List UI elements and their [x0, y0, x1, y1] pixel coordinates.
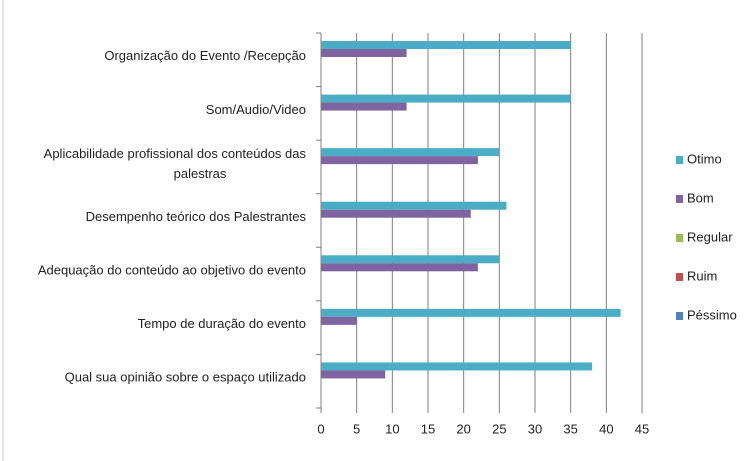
legend-label: Péssimo	[687, 307, 737, 322]
x-tick-label: 20	[456, 421, 470, 436]
x-tick-label: 30	[528, 421, 542, 436]
legend-label: Bom	[687, 190, 714, 205]
bar	[321, 94, 571, 103]
x-tick-label: 15	[421, 421, 435, 436]
y-tick-label: Adequação do conteúdo ao objetivo do eve…	[38, 263, 306, 278]
legend-label: Ruim	[687, 268, 717, 283]
bar	[321, 201, 507, 210]
bar	[321, 49, 407, 57]
bar	[321, 308, 621, 317]
y-tick-label: Desempenho teórico dos Palestrantes	[86, 209, 307, 224]
bar	[321, 156, 478, 165]
legend-label: Otimo	[687, 151, 722, 166]
bar	[321, 148, 500, 157]
legend-swatch	[676, 234, 683, 242]
bar	[321, 362, 593, 371]
legend-label: Regular	[687, 229, 733, 244]
legend-swatch	[676, 273, 683, 281]
x-tick-label: 25	[492, 421, 506, 436]
y-tick-label: Som/Audio/Video	[206, 102, 306, 117]
y-tick-label: Organização do Evento /Recepção	[104, 48, 306, 63]
x-tick-label: 5	[353, 421, 360, 436]
x-tick-label: 0	[317, 421, 324, 436]
y-tick-label: Aplicabilidade profissional dos conteúdo…	[44, 146, 307, 181]
x-tick-label: 10	[385, 421, 399, 436]
label-line: palestras	[174, 166, 227, 181]
bar	[321, 263, 478, 272]
legend-swatch	[676, 195, 683, 203]
legend-swatch	[676, 156, 683, 164]
bar	[321, 316, 357, 325]
x-tick-label: 35	[563, 421, 577, 436]
bar	[321, 102, 407, 111]
label-line: Aplicabilidade profissional dos conteúdo…	[44, 146, 307, 161]
legend-swatch	[676, 312, 683, 320]
bar	[321, 209, 471, 218]
bar	[321, 41, 571, 49]
y-tick-label: Qual sua opinião sobre o espaço utilizad…	[65, 370, 306, 385]
bar	[321, 255, 500, 264]
y-tick-label: Tempo de duração do evento	[138, 316, 306, 331]
x-tick-label: 40	[599, 421, 613, 436]
x-tick-label: 45	[635, 421, 649, 436]
bar	[321, 370, 386, 379]
